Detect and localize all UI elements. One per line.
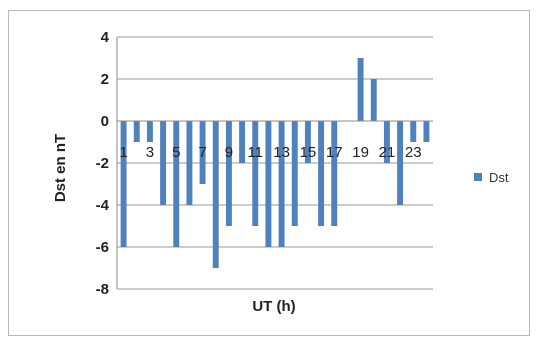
chart-frame: 4 2 0 -2 -4 -6 -8 1 3 5 7 9 11 13 15 17 19 21 23 UT (h) D… bbox=[8, 10, 530, 336]
legend-swatch-dst bbox=[474, 173, 482, 181]
y-tick-label: 2 bbox=[101, 71, 109, 88]
bar-8 bbox=[212, 121, 219, 268]
x-tick-label: 1 bbox=[119, 144, 127, 161]
bar-7 bbox=[199, 121, 206, 184]
y-tick-label: -4 bbox=[96, 197, 110, 214]
bar-1 bbox=[120, 121, 127, 247]
bar-3 bbox=[146, 121, 153, 142]
x-tick-label: 7 bbox=[198, 144, 206, 161]
bar-4 bbox=[160, 121, 167, 205]
bar-22 bbox=[397, 121, 404, 205]
bar-13 bbox=[278, 121, 285, 247]
x-tick-labels: 1 3 5 7 9 11 13 15 17 19 21 23 bbox=[119, 144, 421, 161]
x-tick-label: 13 bbox=[273, 144, 290, 161]
bar-9 bbox=[225, 121, 232, 226]
bar-5 bbox=[173, 121, 180, 247]
x-tick-label: 9 bbox=[225, 144, 233, 161]
y-tick-label: -6 bbox=[96, 239, 109, 256]
y-tick-label: -2 bbox=[96, 155, 109, 172]
bar-12 bbox=[265, 121, 272, 247]
bar-19 bbox=[357, 58, 364, 121]
y-axis-title: Dst en nT bbox=[52, 134, 69, 202]
x-tick-label: 21 bbox=[379, 144, 396, 161]
bar-16 bbox=[318, 121, 325, 226]
gridlines bbox=[117, 36, 433, 290]
bar-23 bbox=[410, 121, 417, 142]
legend: Dst bbox=[474, 170, 509, 185]
bar-24 bbox=[423, 121, 430, 142]
bar-2 bbox=[133, 121, 140, 142]
bar-14 bbox=[291, 121, 298, 226]
y-tick-label: -8 bbox=[96, 281, 109, 298]
x-tick-label: 17 bbox=[326, 144, 343, 161]
bar-11 bbox=[252, 121, 259, 226]
x-axis-title: UT (h) bbox=[252, 298, 295, 315]
axes bbox=[116, 37, 433, 289]
bars bbox=[120, 58, 430, 268]
dst-bar-chart: 420-2-4-6-8 1 3 5 7 9 11 13 15 17 19 21 23 UT (h) D… bbox=[52, 29, 509, 315]
bar-10 bbox=[239, 121, 246, 163]
x-tick-label: 11 bbox=[247, 144, 263, 161]
bar-6 bbox=[186, 121, 193, 205]
bar-15 bbox=[304, 121, 311, 163]
x-tick-label: 15 bbox=[300, 144, 317, 161]
x-tick-label: 3 bbox=[146, 144, 154, 161]
y-tick-labels: 4 2 0 -2 -4 -6 -8 bbox=[96, 29, 110, 298]
x-tick-label: 23 bbox=[405, 144, 422, 161]
legend-label-dst: Dst bbox=[489, 170, 509, 185]
bar-21 bbox=[383, 121, 390, 163]
bar-20 bbox=[370, 79, 377, 121]
y-tick-label: 0 bbox=[101, 113, 109, 130]
x-tick-label: 19 bbox=[352, 144, 369, 161]
y-tick-label: 4 bbox=[101, 29, 110, 46]
x-tick-label: 5 bbox=[172, 144, 180, 161]
bar-17 bbox=[331, 121, 338, 226]
